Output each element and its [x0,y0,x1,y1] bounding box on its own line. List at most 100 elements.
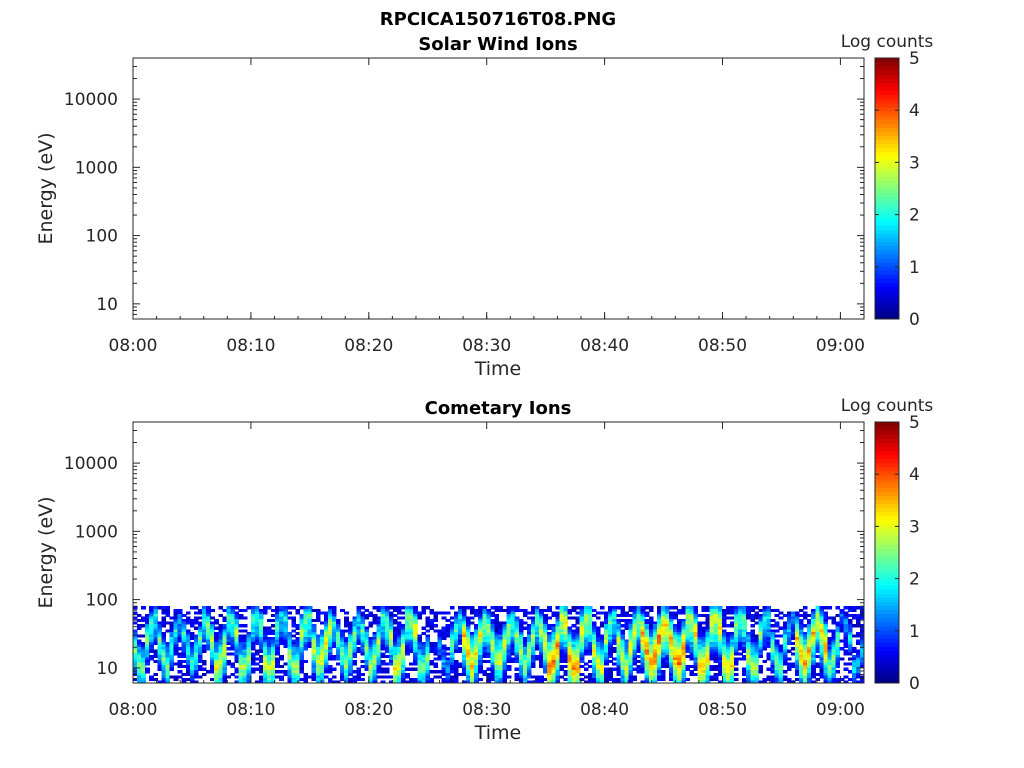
spectrogram-cell [656,639,662,643]
spectrogram-cell [734,667,739,671]
spectrogram-cell [799,642,804,646]
spectrogram-cell [677,677,682,682]
spectrogram-cell [445,675,451,679]
spectrogram-cell [851,634,857,638]
spectrogram-cell [230,608,236,612]
spectrogram-cell [595,654,601,659]
spectrogram-cell [295,647,301,651]
spectrogram-cell [197,639,203,643]
spectrogram-cell [547,659,552,664]
spectrogram-cell [754,680,760,684]
spectrogram-cell [506,657,512,661]
spectrogram-cell [461,680,467,684]
spectrogram-cell [327,616,333,620]
spectrogram-cell [344,642,349,646]
spectrogram-cell [595,644,601,648]
spectrogram-cell [693,624,699,628]
spectrogram-cell [372,667,378,671]
spectrogram-cell [847,662,853,666]
spectrogram-cell [437,657,443,661]
spectrogram-cell [811,639,816,643]
spectrogram-cell [267,644,272,648]
spectrogram-cell [685,634,690,638]
spectrogram-cell [656,619,662,623]
spectrogram-cell [827,677,833,682]
spectrogram-cell [567,659,573,664]
spectrogram-cell [571,677,577,682]
spectrogram-cell [624,677,630,682]
spectrogram-cell [705,644,711,648]
spectrogram-cell [226,613,232,618]
spectrogram-cell [327,626,333,630]
spectrogram-cell [851,662,857,666]
spectrogram-cell [815,613,820,618]
spectrogram-cell [344,624,349,628]
spectrogram-cell [823,639,829,643]
spectrogram-cell [421,649,426,653]
spectrogram-cell [571,652,577,656]
spectrogram-cell [287,667,292,671]
spectrogram-cell [591,639,597,643]
spectrogram-cell [267,636,272,641]
spectrogram-cell [758,631,764,635]
spectrogram-cell [799,670,804,674]
spectrogram-cell [193,667,199,671]
spectrogram-cell [405,642,410,646]
spectrogram-cell [799,626,804,630]
colorbar-segment [875,233,899,238]
spectrogram-cell [713,642,719,646]
spectrogram-cell [287,636,292,641]
spectrogram-cell [461,657,467,661]
spectrogram-cell [746,639,751,643]
spectrogram-cell [851,654,857,659]
spectrogram-cell [770,636,776,641]
spectrogram-cell [258,647,264,651]
axes-frame [132,421,865,684]
spectrogram-cell [384,629,390,633]
spectrogram-cell [644,611,650,615]
spectrogram-cell [145,657,150,661]
spectrogram-cell [571,647,577,651]
spectrogram-cell [262,659,268,664]
spectrogram-cell [855,680,861,684]
spectrogram-cell [169,636,175,641]
spectrogram-cell [153,634,158,638]
spectrogram-cell [620,677,625,682]
spectrogram-cell [794,657,800,661]
spectrogram-cell [575,611,581,615]
spectrogram-cell [433,611,439,615]
spectrogram-cell [218,662,223,666]
spectrogram-cell [681,619,686,623]
spectrogram-cell [376,662,382,666]
spectrogram-cell [559,626,565,630]
spectrogram-cell [750,619,755,623]
spectrogram-cell [327,634,333,638]
spectrogram-cell [218,665,223,669]
spectrogram-cell [697,639,703,643]
spectrogram-cell [644,634,650,638]
spectrogram-cell [774,670,780,674]
spectrogram-cell [591,649,597,653]
spectrogram-cell [595,662,601,666]
spectrogram-cell [303,629,309,633]
spectrogram-cell [628,652,634,656]
spectrogram-cell [461,665,467,669]
spectrogram-cell [555,662,561,666]
spectrogram-cell [327,657,333,661]
spectrogram-cell [502,644,508,648]
spectrogram-cell [770,667,776,671]
spectrogram-cell [713,606,719,610]
spectrogram-cell [498,639,504,643]
colorbar-segment [875,249,899,255]
spectrogram-cell [815,677,820,682]
spectrogram-cell [145,644,150,648]
spectrogram-cell [677,652,682,656]
spectrogram-cell [855,665,861,669]
spectrogram-cell [230,634,236,638]
spectrogram-cell [559,675,565,679]
spectrogram-cell [445,680,451,684]
spectrogram-cell [526,644,532,648]
spectrogram-cell [786,657,792,661]
colorbar-segment [875,617,899,623]
spectrogram-cell [677,621,682,625]
